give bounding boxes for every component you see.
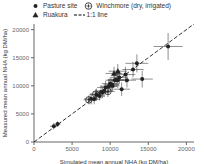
- html-text:Pasture site: Pasture site: [43, 1, 78, 9]
- html-text:Ruakura: Ruakura: [43, 10, 68, 18]
- svg-text:0: 0: [26, 139, 30, 145]
- svg-text:20000: 20000: [12, 27, 29, 33]
- svg-text:20000: 20000: [178, 146, 195, 152]
- svg-text:5000: 5000: [65, 146, 79, 152]
- html-text:1:1 line: 1:1 line: [86, 10, 108, 18]
- svg-text:10000: 10000: [12, 83, 29, 89]
- svg-text:Measured mean annual NHA (kg D: Measured mean annual NHA (kg DM/ha): [2, 29, 8, 137]
- html-text:Winchmore (dry, irrigated): Winchmore (dry, irrigated): [96, 1, 171, 9]
- svg-text:0: 0: [32, 146, 36, 152]
- svg-text:15000: 15000: [12, 55, 29, 61]
- svg-text:10000: 10000: [102, 146, 119, 152]
- svg-text:15000: 15000: [140, 146, 157, 152]
- svg-text:5000: 5000: [16, 111, 30, 117]
- svg-text:Simulated mean annual NHA (kg: Simulated mean annual NHA (kg DM/ha): [60, 159, 168, 164]
